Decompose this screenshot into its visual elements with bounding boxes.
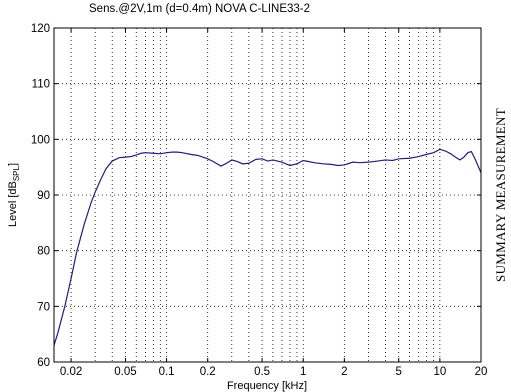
y-tick-label: 100: [31, 134, 50, 146]
y-axis-label-main: Level [dB: [7, 181, 19, 227]
y-axis-label-subscript: SPL: [12, 165, 21, 181]
x-tick-label: 0.1: [159, 366, 175, 378]
summary-measurement-label: SUMMARY MEASUREMENT: [493, 108, 508, 282]
y-axis-label-end: ]: [7, 163, 19, 166]
x-axis-ticks: 0.02 0.05 0.1 0.2 0.5 1 2 5 10 20: [60, 28, 488, 378]
x-tick-label: 1: [300, 366, 306, 378]
y-tick-label: 90: [37, 190, 50, 202]
y-axis-ticks: 60 70 80 90 100 110 120: [31, 23, 481, 369]
y-tick-label: 70: [37, 301, 50, 313]
x-tick-label: 10: [433, 366, 446, 378]
x-tick-label: 0.5: [254, 366, 270, 378]
x-axis-label: Frequency [kHz]: [227, 380, 307, 392]
sensitivity-series-line: [53, 148, 482, 346]
y-tick-label: 110: [32, 79, 50, 91]
grid-layer: [54, 27, 482, 363]
x-tick-label: 20: [475, 366, 488, 378]
y-tick-label: 60: [37, 357, 50, 369]
series-layer: [53, 148, 482, 346]
x-tick-label: 0.2: [200, 366, 216, 378]
x-tick-label: 5: [396, 366, 402, 378]
y-axis-label: Level [dBSPL]: [7, 163, 21, 227]
chart-title: Sens.@2V,1m (d=0.4m) NOVA C-LINE33-2: [89, 3, 310, 15]
x-tick-label: 0.02: [60, 366, 82, 378]
x-tick-label: 2: [341, 366, 347, 378]
x-tick-label: 0.05: [114, 366, 136, 378]
y-tick-label: 120: [31, 23, 50, 35]
y-tick-label: 80: [37, 246, 50, 258]
